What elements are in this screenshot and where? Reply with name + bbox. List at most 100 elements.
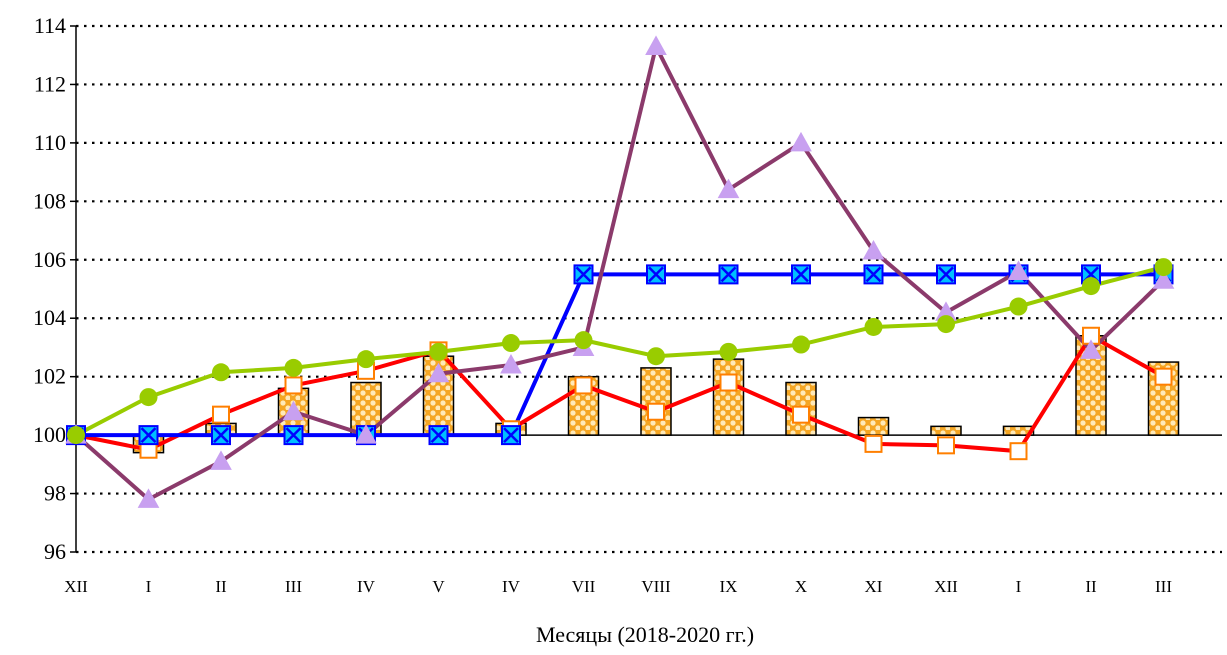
series-line bbox=[76, 272, 1164, 438]
circle-marker bbox=[937, 315, 955, 334]
circle-marker bbox=[139, 388, 158, 407]
square-marker bbox=[647, 402, 665, 421]
bar bbox=[712, 358, 745, 436]
axes bbox=[70, 25, 1222, 553]
circle-marker bbox=[719, 342, 738, 361]
x-tick-labels: XII I II III IV V IV VII VIII IX X XI XII I II III bbox=[64, 577, 1172, 596]
series-line bbox=[75, 333, 1165, 454]
x-square-marker bbox=[501, 425, 521, 446]
x-square-marker-cross bbox=[720, 266, 737, 283]
y-tick-label: 110 bbox=[34, 130, 66, 155]
x-square-marker-cross bbox=[938, 266, 954, 283]
x-tick-label: XI bbox=[865, 577, 883, 596]
y-tick-label: 98 bbox=[44, 481, 66, 506]
circle-marker bbox=[67, 426, 85, 445]
x-tick-label: IV bbox=[502, 577, 521, 596]
x-square-marker bbox=[791, 264, 811, 285]
y-tick-labels: 96 98 100 102 104 106 108 110 112 114 bbox=[33, 13, 66, 564]
x-square-marker bbox=[573, 264, 594, 285]
series-line bbox=[74, 44, 1165, 502]
x-square-marker bbox=[138, 425, 159, 446]
x-square-marker bbox=[718, 264, 739, 285]
triangle-marker bbox=[427, 362, 450, 383]
circle-marker bbox=[792, 335, 810, 354]
y-tick-label: 114 bbox=[34, 13, 66, 38]
square-marker bbox=[792, 405, 810, 424]
y-tick-label: 96 bbox=[44, 539, 66, 564]
circle-marker bbox=[1009, 297, 1028, 316]
triangle-marker bbox=[1080, 339, 1102, 359]
bar bbox=[857, 416, 890, 436]
triangle-marker bbox=[645, 35, 667, 55]
circle-marker bbox=[647, 347, 665, 366]
x-square-marker-cross bbox=[648, 266, 664, 283]
x-tick-label: III bbox=[285, 577, 302, 596]
bar bbox=[640, 367, 672, 436]
x-square-marker bbox=[646, 264, 666, 285]
square-marker bbox=[937, 436, 955, 455]
x-square-marker-cross bbox=[430, 427, 447, 443]
triangle-marker bbox=[282, 400, 305, 421]
x-tick-label: II bbox=[215, 577, 227, 596]
square-marker bbox=[284, 376, 303, 395]
line-series bbox=[74, 44, 1165, 502]
square-marker bbox=[574, 376, 593, 395]
x-square-marker-cross bbox=[793, 266, 809, 283]
x-square-marker-cross bbox=[503, 427, 519, 443]
circle-marker bbox=[212, 363, 230, 382]
x-tick-label: VIII bbox=[641, 577, 671, 596]
y-tick-label: 108 bbox=[33, 188, 66, 213]
x-tick-label: XII bbox=[934, 577, 958, 596]
triangle-marker bbox=[1152, 269, 1175, 289]
x-square-marker bbox=[936, 264, 956, 285]
series-markers bbox=[65, 35, 1175, 508]
circle-marker bbox=[574, 331, 593, 350]
circle-marker bbox=[284, 358, 303, 377]
y-tick-label: 102 bbox=[33, 364, 66, 389]
circle-marker bbox=[1082, 277, 1100, 296]
x-tick-label: IV bbox=[357, 577, 376, 596]
triangle-marker bbox=[355, 424, 377, 444]
circle-marker bbox=[864, 317, 883, 336]
x-square-marker bbox=[863, 264, 884, 285]
y-tick-label: 104 bbox=[33, 305, 66, 330]
x-square-marker bbox=[428, 425, 449, 446]
x-square-marker-cross bbox=[213, 427, 229, 443]
triangle-marker bbox=[717, 178, 740, 199]
triangle-marker bbox=[210, 450, 232, 470]
circle-marker bbox=[1154, 258, 1173, 277]
triangle-marker bbox=[862, 239, 885, 260]
x-tick-label: I bbox=[146, 577, 152, 596]
square-marker bbox=[212, 405, 230, 424]
x-tick-label: IX bbox=[720, 577, 738, 596]
x-tick-label: V bbox=[432, 577, 445, 596]
x-tick-label: I bbox=[1016, 577, 1022, 596]
y-tick-label: 106 bbox=[33, 247, 66, 272]
x-square-marker-cross bbox=[575, 266, 592, 283]
x-square-marker bbox=[283, 425, 304, 446]
x-square-marker-cross bbox=[285, 427, 302, 443]
x-tick-label: II bbox=[1085, 577, 1097, 596]
triangle-marker bbox=[137, 488, 160, 508]
circle-marker bbox=[502, 334, 520, 353]
x-axis-title: Месяцы (2018-2020 гг.) bbox=[536, 622, 754, 647]
gridlines bbox=[76, 24, 1222, 554]
x-tick-label: X bbox=[795, 577, 807, 596]
x-square-marker-cross bbox=[865, 266, 882, 283]
x-square-marker bbox=[211, 425, 231, 446]
x-tick-label: XII bbox=[64, 577, 88, 596]
triangle-marker bbox=[790, 131, 812, 152]
circle-marker bbox=[429, 342, 448, 361]
series-line bbox=[75, 265, 1165, 437]
triangle-marker bbox=[500, 353, 522, 374]
square-marker bbox=[864, 434, 883, 453]
y-tick-label: 100 bbox=[33, 422, 66, 447]
square-marker bbox=[719, 373, 738, 392]
square-marker bbox=[1154, 367, 1173, 386]
bar bbox=[930, 425, 962, 436]
x-tick-label: III bbox=[1155, 577, 1172, 596]
triangle-marker bbox=[1007, 260, 1030, 280]
y-tick-label: 112 bbox=[34, 71, 66, 96]
